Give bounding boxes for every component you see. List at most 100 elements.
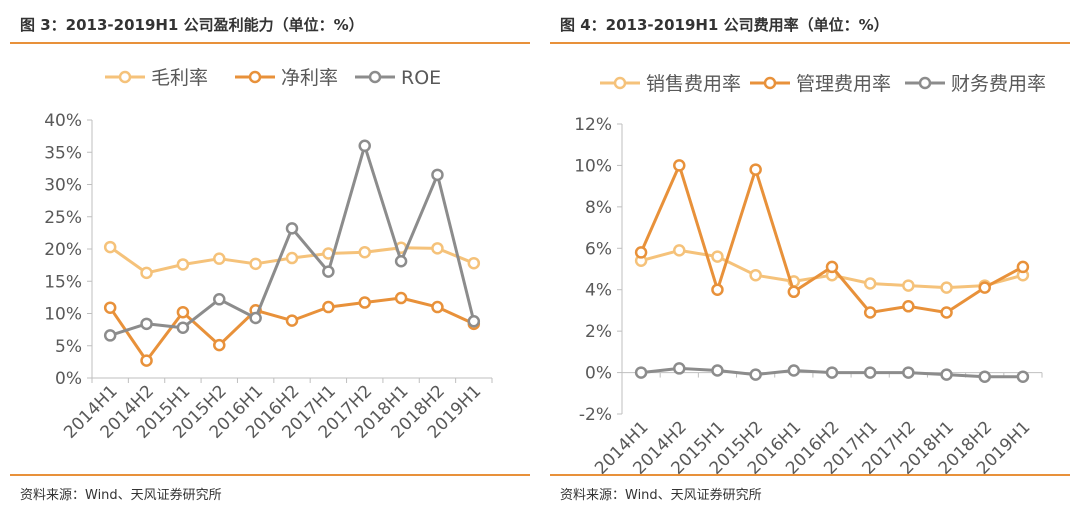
data-point: [1016, 260, 1030, 274]
y-tick-label: 6%: [585, 239, 612, 259]
data-point: [711, 364, 724, 377]
data-point: [863, 277, 877, 290]
y-tick-label: 10%: [574, 156, 612, 176]
legend-label: ROE: [401, 67, 441, 89]
data-point: [711, 283, 724, 296]
data-point: [285, 251, 299, 265]
y-tick-label: 20%: [44, 240, 82, 260]
data-point: [863, 366, 877, 379]
data-point: [103, 329, 117, 342]
legend-label: 毛利率: [151, 67, 208, 89]
data-point: [711, 250, 724, 263]
legend-swatch-marker: [918, 76, 932, 90]
title-divider: [10, 42, 530, 44]
data-point: [176, 258, 190, 271]
series-line-2: [109, 144, 476, 337]
source-divider: [10, 474, 530, 476]
data-point: [1016, 370, 1030, 383]
data-point: [394, 255, 408, 268]
legend-swatch-marker: [118, 70, 132, 84]
data-point: [140, 317, 153, 331]
data-point: [902, 366, 915, 379]
data-point: [673, 244, 686, 257]
data-point: [431, 242, 444, 255]
y-tick-label: 10%: [44, 305, 82, 325]
legend-swatch-marker: [613, 76, 627, 90]
data-point: [249, 311, 262, 325]
data-point: [673, 159, 686, 172]
y-tick-label: 4%: [585, 281, 612, 301]
legend-label: 净利率: [281, 67, 338, 89]
source-divider: [550, 474, 1070, 476]
chart-title: 图 3：2013-2019H1 公司盈利能力（单位：%）: [20, 16, 364, 34]
data-point: [978, 281, 991, 294]
data-point: [749, 163, 762, 176]
y-tick-label: 12%: [574, 115, 612, 135]
y-tick-label: -2%: [579, 405, 612, 425]
legend-swatch-marker: [368, 70, 382, 84]
data-point: [213, 293, 226, 306]
data-point: [103, 240, 117, 254]
expense-ratio-line-chart: -2%0%2%4%6%8%10%12%2014H12014H22015H1201…: [574, 73, 1046, 479]
source-note: 资料来源：Wind、天风证券研究所: [560, 488, 762, 503]
y-tick-label: 30%: [44, 176, 82, 196]
data-point: [467, 256, 481, 270]
data-point: [322, 265, 335, 278]
data-point: [673, 362, 686, 375]
profitability-line-chart: 0%5%10%15%20%25%30%35%40%2014H12014H2201…: [44, 67, 493, 443]
legend-swatch-marker: [763, 76, 777, 90]
data-point: [787, 285, 801, 299]
data-point: [140, 354, 153, 367]
data-point: [863, 306, 877, 319]
data-point: [825, 260, 839, 274]
data-point: [394, 291, 408, 305]
y-tick-label: 0%: [55, 369, 82, 389]
legend-label: 财务费用率: [951, 73, 1046, 95]
data-point: [634, 246, 648, 259]
data-point: [940, 368, 953, 381]
chart-title: 图 4：2013-2019H1 公司费用率（单位：%）: [560, 16, 889, 34]
legend-label: 管理费用率: [796, 73, 891, 95]
y-tick-label: 35%: [44, 143, 82, 163]
data-point: [213, 252, 226, 265]
data-point: [431, 300, 444, 314]
y-tick-label: 8%: [585, 198, 612, 218]
data-point: [285, 222, 299, 235]
y-tick-label: 0%: [585, 364, 612, 384]
data-point: [213, 338, 226, 352]
data-point: [749, 268, 762, 282]
expense-ratio-chart-panel: 图 4：2013-2019H1 公司费用率（单位：%） -2% 0% 2% 4% 6% 8…: [550, 0, 1070, 525]
data-point: [940, 281, 953, 294]
data-point: [978, 370, 991, 383]
data-point: [176, 305, 190, 319]
data-point: [285, 314, 299, 327]
data-point: [825, 366, 839, 379]
series-line-1: [639, 163, 1024, 314]
data-point: [749, 368, 762, 381]
data-point: [103, 301, 117, 314]
data-point: [940, 306, 953, 319]
source-note: 资料来源：Wind、天风证券研究所: [20, 488, 222, 503]
y-tick-label: 40%: [44, 111, 82, 131]
y-tick-label: 15%: [44, 272, 82, 292]
data-point: [431, 168, 444, 182]
data-point: [787, 364, 801, 377]
data-point: [358, 296, 371, 309]
legend-label: 销售费用率: [646, 73, 741, 95]
y-tick-label: 25%: [44, 208, 82, 228]
data-point: [634, 366, 648, 379]
data-point: [249, 257, 262, 271]
data-point: [902, 279, 915, 292]
data-point: [140, 266, 153, 280]
y-tick-label: 5%: [55, 337, 82, 357]
profitability-chart-panel: 图 3：2013-2019H1 公司盈利能力（单位：%） 0% 5% 10% 15% 2…: [10, 0, 530, 525]
y-tick-label: 2%: [585, 322, 612, 342]
data-point: [902, 300, 915, 313]
title-divider: [550, 42, 1070, 44]
data-point: [467, 314, 481, 328]
series-line-1: [108, 296, 475, 363]
data-point: [358, 245, 371, 259]
legend-swatch-marker: [248, 70, 262, 84]
data-point: [176, 321, 190, 334]
data-point: [358, 139, 371, 153]
